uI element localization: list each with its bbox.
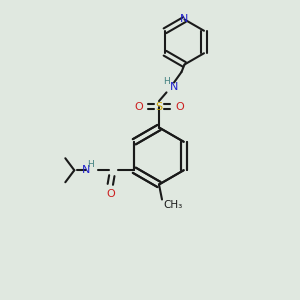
Text: O: O — [175, 101, 184, 112]
Text: N: N — [170, 82, 178, 92]
Text: O: O — [106, 189, 115, 199]
Text: O: O — [134, 101, 143, 112]
Text: CH₃: CH₃ — [164, 200, 183, 211]
Text: N: N — [180, 14, 189, 25]
Text: H: H — [164, 77, 170, 86]
Text: S: S — [155, 101, 163, 112]
Text: H: H — [87, 160, 94, 169]
Text: N: N — [82, 165, 90, 175]
